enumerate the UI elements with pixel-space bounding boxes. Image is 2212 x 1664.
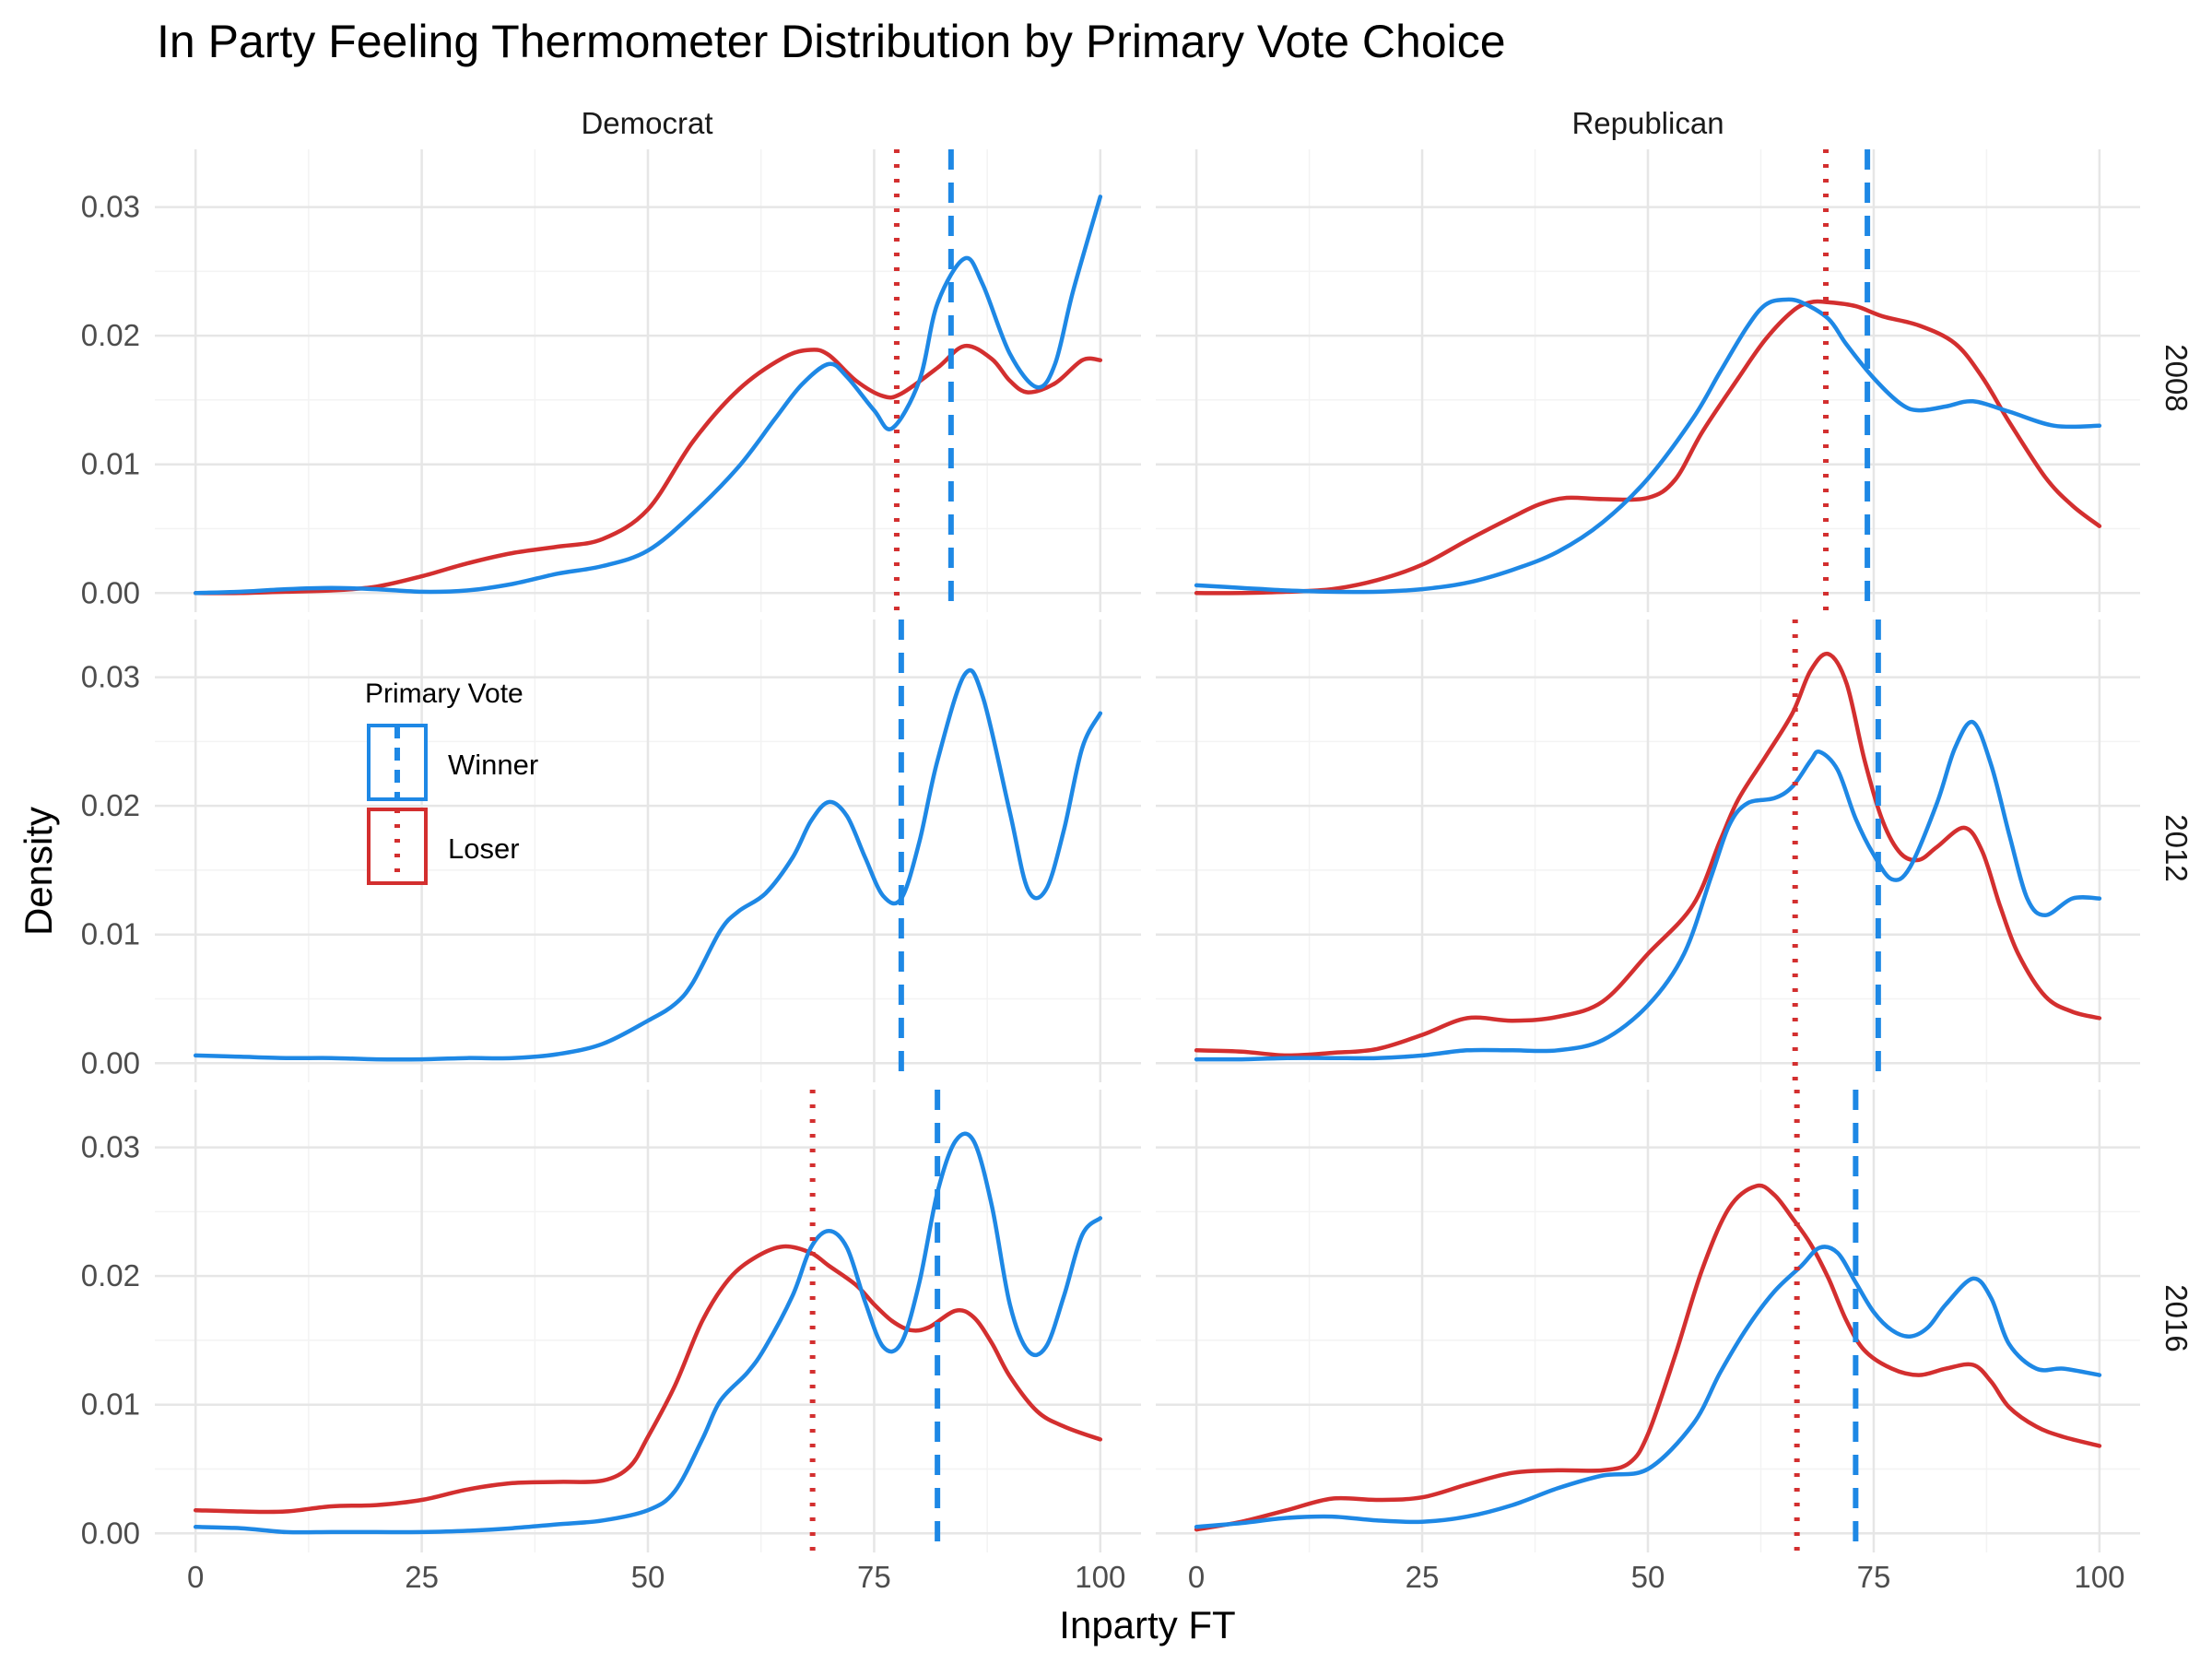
y-axis-title: Density — [17, 807, 60, 936]
panel-democrat-2008: 0.00 0.01 0.02 0.03 — [81, 149, 1141, 612]
panel-republican-2016: 0 25 50 75 100 — [1156, 1090, 2140, 1594]
x-tick-label: 50 — [1631, 1560, 1665, 1594]
strip-label-2016: 2016 — [2159, 1284, 2194, 1351]
legend: Primary Vote Winner Loser — [365, 679, 538, 885]
legend-label-loser: Loser — [448, 832, 520, 865]
panel-republican-2012 — [1156, 620, 2140, 1082]
x-tick-label: 75 — [1857, 1560, 1891, 1594]
x-tick-label: 0 — [187, 1560, 204, 1594]
density-line-winner-republican-2016 — [1194, 1245, 2102, 1529]
y-tick-label: 0.03 — [81, 190, 140, 224]
x-tick-label: 0 — [1188, 1560, 1205, 1594]
density-line-loser-republican-2008 — [1194, 299, 2102, 596]
y-tick-label: 0.00 — [81, 1516, 140, 1550]
strip-label-democrat: Democrat — [581, 106, 712, 140]
y-tick-label: 0.02 — [81, 1258, 140, 1292]
y-tick-label: 0.01 — [81, 917, 140, 951]
y-tick-label: 0.02 — [81, 788, 140, 822]
x-tick-label: 25 — [405, 1560, 439, 1594]
strip-label-republican: Republican — [1571, 106, 1724, 140]
strip-label-2012: 2012 — [2159, 814, 2194, 881]
panel-democrat-2016: 0.00 0.01 0.02 0.03 0 25 50 75 100 — [81, 1090, 1141, 1594]
x-tick-label: 75 — [857, 1560, 891, 1594]
x-tick-label: 50 — [631, 1560, 665, 1594]
density-line-loser-democrat-2016 — [193, 1244, 1103, 1515]
panel-republican-2008 — [1156, 149, 2140, 612]
density-line-winner-republican-2008 — [1194, 297, 2102, 595]
y-tick-label: 0.00 — [81, 575, 140, 609]
density-line-winner-republican-2012 — [1194, 719, 2102, 1062]
y-tick-label: 0.00 — [81, 1045, 140, 1080]
legend-title: Primary Vote — [365, 679, 524, 709]
density-line-loser-democrat-2008 — [193, 343, 1103, 596]
x-tick-label: 100 — [1075, 1560, 1125, 1594]
legend-label-winner: Winner — [448, 749, 538, 781]
density-line-winner-democrat-2012 — [193, 667, 1103, 1062]
y-tick-label: 0.03 — [81, 660, 140, 694]
density-line-loser-republican-2012 — [1194, 651, 2102, 1058]
panel-democrat-2012: 0.00 0.01 0.02 0.03 — [81, 620, 1141, 1082]
x-tick-label: 25 — [1406, 1560, 1440, 1594]
y-tick-label: 0.03 — [81, 1130, 140, 1164]
density-line-winner-democrat-2008 — [193, 195, 1103, 596]
chart-title: In Party Feeling Thermometer Distributio… — [157, 16, 1506, 67]
y-tick-label: 0.01 — [81, 1387, 140, 1422]
panels-layer: 0.00 0.01 0.02 0.03 0.00 0.01 0.02 0.03 0.00 0.01… — [81, 149, 2140, 1594]
density-line-loser-republican-2016 — [1194, 1183, 2102, 1532]
x-axis-title: Inparty FT — [1059, 1603, 1235, 1646]
y-tick-label: 0.01 — [81, 447, 140, 481]
y-tick-label: 0.02 — [81, 318, 140, 352]
strip-label-2008: 2008 — [2159, 344, 2194, 411]
x-tick-label: 100 — [2074, 1560, 2124, 1594]
density-line-winner-democrat-2016 — [193, 1131, 1103, 1535]
